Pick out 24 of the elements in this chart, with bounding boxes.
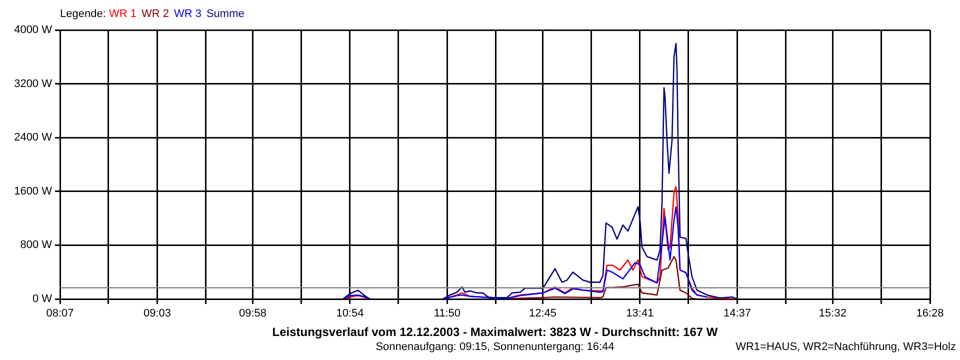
x-tick-label: 09:03 (143, 308, 171, 320)
y-tick-label: 4000 W (14, 24, 53, 36)
text: WR 2 (141, 8, 169, 20)
x-tick-label: 15:32 (818, 308, 846, 320)
x-tick-label: 13:41 (626, 308, 654, 320)
y-tick-label: 0 W (32, 293, 53, 306)
x-tick-label: 11:50 (434, 308, 461, 320)
text: WR 1 (108, 8, 136, 20)
text: Leistungsverlauf vom 12.12.2003 - Maximalwert: 3823 W - Durchschnitt: 167 W (271, 325, 719, 339)
legend-title: Legende: (60, 8, 107, 20)
x-tick-label: 09:58 (238, 308, 267, 320)
y-tick-label: 800 W (20, 239, 53, 252)
text: WR 3 (174, 8, 202, 20)
x-tick-label: 16:28 (916, 308, 944, 320)
x-tick-label: 08:07 (46, 308, 74, 320)
x-tick-label: 14:37 (723, 308, 752, 320)
x-tick-label: 10:54 (336, 308, 364, 320)
text: WR1=HAUS, WR2=Nachführung, WR3=Holz (736, 341, 956, 353)
x-tick-label: 12:45 (528, 308, 556, 320)
y-tick-label: 2400 W (14, 132, 53, 144)
y-tick-label: 1600 W (14, 185, 53, 198)
y-tick-label: 3200 W (14, 78, 53, 90)
text: Sonnenaufgang: 09:15, Sonnenuntergang: 16:44 (376, 341, 614, 353)
text: Summe (206, 8, 244, 20)
